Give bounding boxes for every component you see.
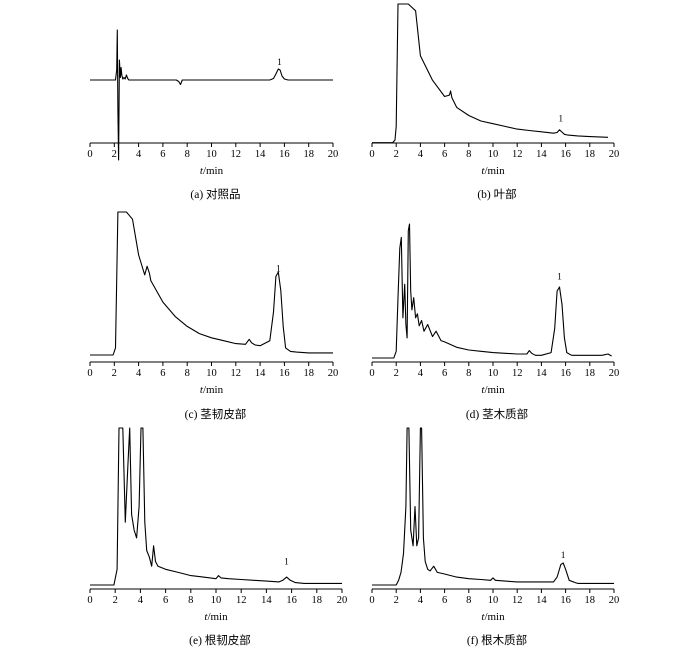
x-tick-label: 6 bbox=[163, 595, 168, 606]
x-tick-label: 12 bbox=[236, 595, 247, 606]
x-tick-label: 18 bbox=[303, 368, 314, 379]
x-axis-label: t/min bbox=[481, 165, 505, 177]
x-tick-label: 16 bbox=[286, 595, 297, 606]
x-tick-label: 16 bbox=[560, 149, 571, 160]
x-tick-label: 8 bbox=[466, 595, 471, 606]
x-tick-label: 14 bbox=[261, 595, 272, 606]
peak-label: 1 bbox=[558, 114, 563, 124]
panel-e: 0 2 4 6 8 10 12 14 16 18 20 t/min 1 (e) 根韧皮部 bbox=[87, 427, 348, 647]
x-tick-label: 4 bbox=[418, 149, 424, 160]
panel-b: 0 2 4 6 8 10 12 14 16 18 20 t/min 1 (b) 叶部 bbox=[369, 3, 620, 201]
chromatogram-trace bbox=[90, 29, 333, 161]
x-tick-label: 12 bbox=[512, 595, 523, 606]
x-tick-label: 10 bbox=[206, 368, 217, 379]
x-tick-label: 6 bbox=[442, 595, 447, 606]
panel-caption: (d) 茎木质部 bbox=[466, 407, 528, 421]
x-tick-label: 14 bbox=[255, 149, 266, 160]
x-tick-label: 0 bbox=[369, 368, 374, 379]
x-tick-label: 12 bbox=[512, 368, 523, 379]
x-tick-label: 10 bbox=[211, 595, 222, 606]
x-tick-label: 12 bbox=[512, 149, 523, 160]
panel-caption: (f) 根木质部 bbox=[467, 633, 527, 647]
x-tick-label: 8 bbox=[185, 149, 190, 160]
x-tick-label: 8 bbox=[466, 149, 471, 160]
x-tick-label: 18 bbox=[585, 149, 596, 160]
x-tick-label: 16 bbox=[560, 595, 571, 606]
peak-label: 1 bbox=[276, 264, 281, 274]
x-tick-label: 10 bbox=[206, 149, 217, 160]
panel-caption: (c) 茎韧皮部 bbox=[185, 407, 247, 421]
x-tick-label: 6 bbox=[442, 368, 447, 379]
x-tick-label: 10 bbox=[488, 149, 499, 160]
x-tick-label: 18 bbox=[303, 149, 314, 160]
x-tick-label: 0 bbox=[87, 149, 92, 160]
x-tick-label: 4 bbox=[418, 595, 424, 606]
x-tick-label: 18 bbox=[585, 595, 596, 606]
x-tick-label: 18 bbox=[585, 368, 596, 379]
x-tick-label: 0 bbox=[369, 149, 374, 160]
x-tick-label: 2 bbox=[394, 149, 399, 160]
x-tick-label: 20 bbox=[337, 595, 348, 606]
x-tick-label: 16 bbox=[279, 149, 290, 160]
x-axis-label: t/min bbox=[200, 165, 224, 177]
peak-label: 1 bbox=[284, 557, 289, 567]
x-tick-label: 8 bbox=[185, 368, 190, 379]
x-tick-label: 20 bbox=[609, 595, 620, 606]
x-tick-label: 20 bbox=[609, 149, 620, 160]
x-tick-label: 14 bbox=[536, 368, 547, 379]
panel-caption: (a) 对照品 bbox=[190, 187, 240, 201]
x-tick-label: 16 bbox=[560, 368, 571, 379]
x-axis-label: t/min bbox=[200, 384, 224, 396]
chromatogram-trace bbox=[372, 3, 609, 144]
x-tick-label: 0 bbox=[87, 368, 92, 379]
panel-caption: (b) 叶部 bbox=[477, 187, 516, 201]
chromatogram-trace bbox=[90, 427, 342, 586]
x-tick-label: 0 bbox=[369, 595, 374, 606]
peak-label: 1 bbox=[557, 272, 562, 282]
x-tick-label: 4 bbox=[136, 149, 142, 160]
x-tick-label: 20 bbox=[328, 368, 339, 379]
x-tick-label: 0 bbox=[87, 595, 92, 606]
x-tick-label: 8 bbox=[188, 595, 193, 606]
x-tick-label: 10 bbox=[488, 368, 499, 379]
x-tick-label: 18 bbox=[312, 595, 323, 606]
peak-label: 1 bbox=[277, 58, 282, 68]
x-tick-label: 2 bbox=[112, 149, 117, 160]
chromatogram-trace bbox=[372, 427, 614, 586]
x-tick-label: 20 bbox=[328, 149, 339, 160]
x-tick-label: 2 bbox=[394, 595, 399, 606]
chromatogram-trace bbox=[372, 223, 612, 359]
panel-a: 0 2 4 6 8 10 12 14 16 18 20 t/min 1 (a) 对照品 bbox=[87, 29, 339, 201]
x-tick-label: 12 bbox=[231, 368, 242, 379]
x-tick-label: 6 bbox=[160, 149, 165, 160]
x-tick-label: 12 bbox=[231, 149, 242, 160]
x-tick-label: 6 bbox=[442, 149, 447, 160]
x-tick-label: 14 bbox=[536, 149, 547, 160]
x-tick-label: 2 bbox=[112, 368, 117, 379]
x-tick-label: 2 bbox=[394, 368, 399, 379]
x-tick-label: 10 bbox=[488, 595, 499, 606]
peak-label: 1 bbox=[561, 551, 566, 561]
x-tick-label: 14 bbox=[536, 595, 547, 606]
x-tick-label: 8 bbox=[466, 368, 471, 379]
x-tick-label: 16 bbox=[279, 368, 290, 379]
panel-d: 0 2 4 6 8 10 12 14 16 18 20 t/min 1 (d) 茎木质部 bbox=[369, 223, 620, 421]
x-tick-label: 6 bbox=[160, 368, 165, 379]
x-axis-label: t/min bbox=[481, 611, 505, 623]
x-tick-label: 4 bbox=[418, 368, 424, 379]
x-tick-label: 2 bbox=[113, 595, 118, 606]
panel-caption: (e) 根韧皮部 bbox=[189, 633, 251, 647]
x-tick-label: 4 bbox=[136, 368, 142, 379]
x-tick-label: 20 bbox=[609, 368, 620, 379]
panel-c: 0 2 4 6 8 10 12 14 16 18 20 t/min 1 (c) 茎韧皮部 bbox=[87, 211, 339, 421]
x-tick-label: 4 bbox=[138, 595, 144, 606]
panel-f: 0 2 4 6 8 10 12 14 16 18 20 t/min 1 (f) 根木质部 bbox=[369, 427, 620, 647]
x-axis-label: t/min bbox=[204, 611, 228, 623]
x-axis-label: t/min bbox=[481, 384, 505, 396]
chromatogram-trace bbox=[90, 211, 333, 356]
x-tick-label: 14 bbox=[255, 368, 266, 379]
